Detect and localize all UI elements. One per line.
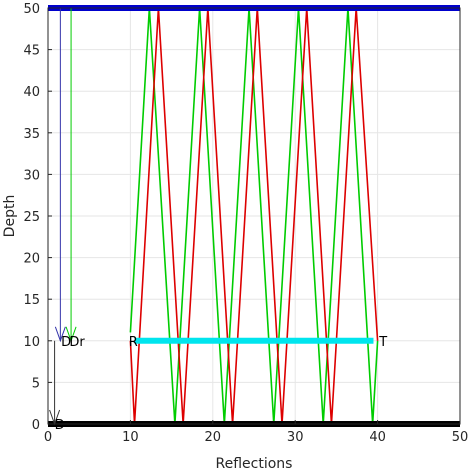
arrows (49, 8, 77, 426)
y-tick-label: 20 (23, 252, 40, 267)
x-tick-label: 20 (205, 430, 222, 445)
annotation-label: D (55, 418, 65, 433)
x-tick-label: 30 (287, 430, 304, 445)
y-tick-label: 25 (23, 210, 40, 225)
y-tick-label: 30 (23, 168, 40, 183)
y-tick-label: 5 (32, 376, 40, 391)
annotation-label: Dr (69, 335, 85, 350)
y-tick-label: 40 (23, 85, 40, 100)
y-axis-label: Depth (2, 195, 18, 238)
y-tick-label: 50 (23, 2, 40, 17)
y-tick-label: 0 (32, 418, 40, 433)
y-tick-label: 15 (23, 293, 40, 308)
x-axis-label: Reflections (216, 456, 293, 472)
x-tick-label: 10 (122, 430, 139, 445)
y-tick-label: 45 (23, 44, 40, 59)
annotation-label: T (378, 335, 387, 350)
annotation-label: R (129, 335, 138, 350)
arrow-head (54, 326, 66, 343)
ray-path-series-2 (129, 7, 379, 425)
y-tick-labels: 0 5 10 15 20 25 30 35 40 45 50 (23, 2, 52, 433)
ray-paths (129, 7, 379, 425)
x-tick-label: 40 (369, 430, 386, 445)
arrow-head (65, 326, 77, 343)
y-tick-label: 35 (23, 127, 40, 142)
x-tick-label: 50 (452, 430, 469, 445)
y-tick-label: 10 (23, 335, 40, 350)
x-tick-labels: 0 10 20 30 40 50 (44, 420, 468, 445)
x-tick-label: 0 (44, 430, 52, 445)
annotations: DDr R TD (55, 335, 388, 433)
annotation-label: D (61, 335, 71, 350)
